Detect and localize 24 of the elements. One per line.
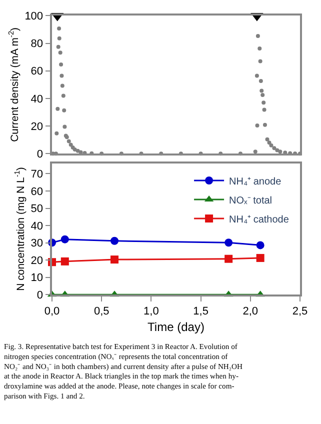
y-tick-label: 0 (36, 148, 44, 161)
y-tick-label: 100 (24, 10, 44, 23)
y-tick-label: 70 (30, 168, 44, 181)
y-tick-label: 40 (30, 220, 44, 232)
y-tick-label: 60 (30, 186, 44, 198)
y-tick-label: 20 (30, 120, 44, 133)
legend-label: NH₄⁺ cathode (229, 214, 290, 226)
y-tick-label: 60 (30, 66, 44, 78)
legend-label: NOₓ⁻ total (229, 195, 272, 206)
x-tick-label: 0,0 (44, 306, 60, 318)
y-tick-label: 80 (30, 38, 44, 50)
x-tick-label: 1,0 (144, 306, 159, 318)
legend-label: NH₄⁺ anode (229, 176, 282, 188)
x-tick-label: 0,5 (94, 306, 110, 318)
x-tick-label: 2,0 (242, 306, 258, 318)
y-tick-label: 10 (30, 272, 44, 284)
y-tick-label: 0 (36, 289, 44, 302)
y-tick-label: 30 (30, 238, 44, 250)
y-tick-label: 40 (30, 93, 44, 106)
x-tick-label: 2,5 (292, 306, 308, 318)
y-tick-label: 50 (30, 203, 44, 216)
x-tick-label: 1,5 (193, 306, 208, 318)
x-axis-title: Time (day) (148, 320, 204, 334)
y-tick-label: 20 (30, 254, 44, 267)
